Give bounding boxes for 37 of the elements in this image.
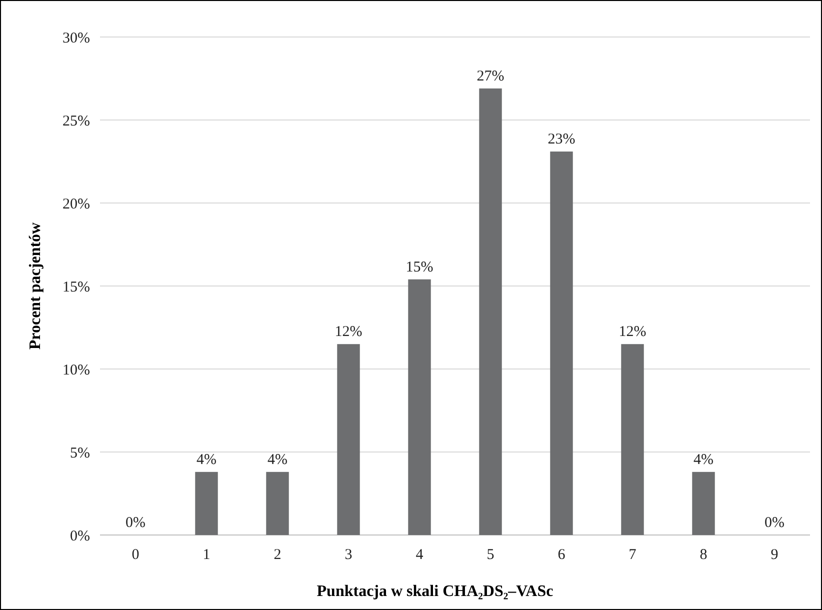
x-tick-label: 1 bbox=[202, 547, 210, 563]
y-tick-label: 0% bbox=[70, 528, 90, 544]
data-label: 27% bbox=[476, 68, 504, 84]
data-label: 0% bbox=[764, 515, 784, 531]
x-tick-label: 6 bbox=[558, 547, 566, 563]
y-tick-label: 20% bbox=[62, 196, 90, 212]
x-tick-label: 5 bbox=[486, 547, 494, 563]
y-tick-label: 5% bbox=[70, 445, 90, 462]
x-tick-label: 8 bbox=[700, 547, 708, 563]
x-tick-label: 0 bbox=[132, 547, 140, 563]
bar bbox=[266, 472, 289, 535]
bar bbox=[479, 88, 502, 535]
x-tick-label: 4 bbox=[416, 547, 424, 563]
data-label: 15% bbox=[406, 259, 434, 276]
bar bbox=[408, 279, 431, 535]
data-label: 4% bbox=[268, 452, 288, 468]
y-tick-label: 25% bbox=[62, 113, 90, 130]
bar bbox=[195, 472, 218, 535]
x-axis-title: Punktacja w skali CHA₂DS₂–VASc bbox=[316, 583, 554, 600]
x-tick-label: 9 bbox=[770, 547, 778, 563]
bar bbox=[550, 152, 573, 535]
bar bbox=[337, 344, 360, 535]
data-label: 23% bbox=[548, 132, 576, 148]
data-label: 4% bbox=[694, 452, 714, 468]
data-label: 0% bbox=[126, 515, 146, 531]
y-tick-label: 30% bbox=[62, 30, 90, 46]
data-label: 12% bbox=[334, 324, 362, 340]
bar bbox=[692, 472, 715, 535]
y-tick-label: 15% bbox=[62, 279, 90, 296]
x-tick-label: 2 bbox=[274, 547, 282, 563]
bar bbox=[621, 344, 644, 535]
x-tick-label: 7 bbox=[628, 547, 637, 563]
x-tick-label: 3 bbox=[344, 547, 352, 563]
y-axis-title: Procent pacjentów bbox=[27, 222, 44, 350]
data-label: 12% bbox=[618, 324, 646, 340]
y-tick-label: 10% bbox=[62, 362, 90, 378]
data-label: 4% bbox=[196, 452, 216, 468]
